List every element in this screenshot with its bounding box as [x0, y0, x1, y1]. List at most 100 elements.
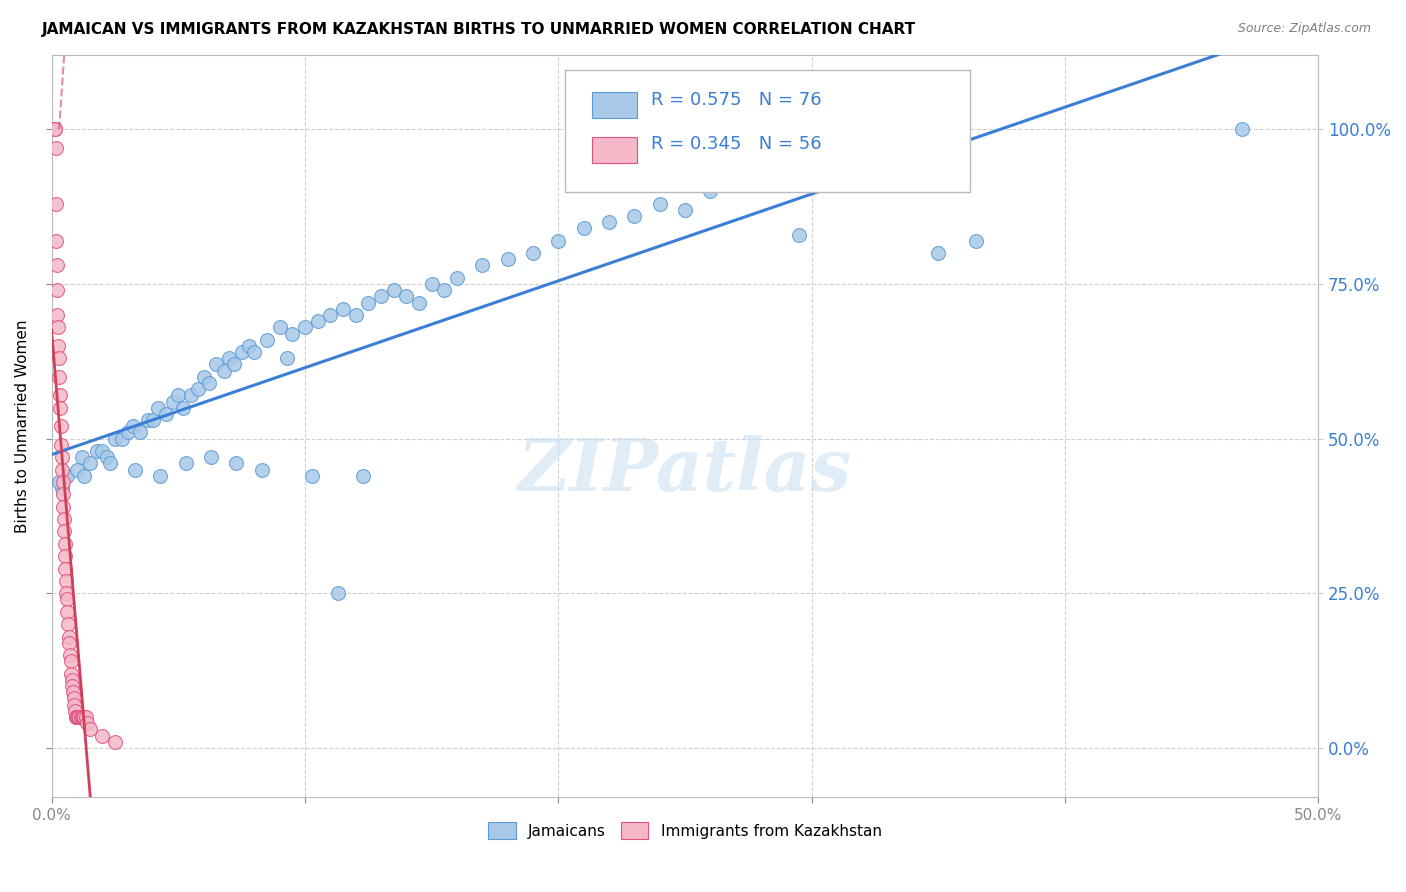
Point: [44, 122, 66, 136]
Point: [167, 388, 190, 402]
Point: [70, 710, 93, 724]
Point: [75, 710, 97, 724]
Point: [59, 654, 82, 668]
Point: [787, 227, 810, 242]
Point: [212, 363, 235, 377]
Point: [58, 636, 80, 650]
Point: [79, 723, 101, 737]
Point: [446, 270, 468, 285]
Point: [52, 487, 75, 501]
Point: [70, 450, 93, 465]
Point: [59, 648, 82, 662]
Point: [51, 462, 73, 476]
Y-axis label: Births to Unmarried Women: Births to Unmarried Women: [15, 319, 30, 533]
Text: ZIPatlas: ZIPatlas: [517, 435, 852, 507]
Point: [927, 246, 949, 260]
Point: [52, 475, 75, 489]
Point: [52, 512, 75, 526]
Legend: Jamaicans, Immigrants from Kazakhstan: Jamaicans, Immigrants from Kazakhstan: [482, 815, 887, 846]
Point: [197, 376, 219, 390]
Point: [49, 419, 72, 434]
Point: [420, 277, 443, 291]
Point: [136, 413, 159, 427]
Point: [53, 537, 76, 551]
Point: [146, 401, 169, 415]
Bar: [592, 92, 637, 119]
Point: [79, 457, 101, 471]
Point: [48, 388, 70, 402]
Point: [218, 351, 240, 366]
Point: [471, 259, 494, 273]
Point: [352, 468, 374, 483]
Point: [129, 425, 152, 440]
Text: Source: ZipAtlas.com: Source: ZipAtlas.com: [1237, 22, 1371, 36]
Point: [256, 333, 278, 347]
Point: [51, 481, 73, 495]
Point: [52, 500, 75, 514]
Point: [121, 419, 143, 434]
Point: [86, 444, 108, 458]
Point: [55, 592, 77, 607]
Point: [45, 141, 67, 155]
Point: [250, 462, 273, 476]
Point: [91, 729, 114, 743]
Text: R = 0.575   N = 76: R = 0.575 N = 76: [651, 91, 821, 109]
Point: [60, 673, 83, 687]
Point: [56, 605, 79, 619]
Point: [51, 450, 73, 465]
Point: [73, 710, 96, 724]
Point: [344, 308, 367, 322]
Point: [55, 586, 77, 600]
Point: [48, 351, 70, 366]
Point: [46, 283, 69, 297]
Point: [62, 685, 84, 699]
Point: [67, 710, 90, 724]
Point: [149, 468, 172, 483]
Point: [96, 450, 118, 465]
Point: [44, 122, 66, 136]
Point: [63, 704, 86, 718]
Point: [45, 234, 67, 248]
Point: [547, 234, 569, 248]
Point: [45, 196, 67, 211]
Point: [45, 259, 67, 273]
Text: R = 0.345   N = 56: R = 0.345 N = 56: [651, 136, 821, 153]
Point: [648, 196, 671, 211]
Point: [225, 457, 247, 471]
Point: [65, 710, 87, 724]
Point: [98, 457, 121, 471]
Point: [724, 178, 747, 192]
Point: [269, 320, 291, 334]
Point: [382, 283, 405, 297]
Point: [174, 457, 197, 471]
Point: [205, 358, 228, 372]
Point: [142, 413, 165, 427]
Point: [193, 369, 215, 384]
Point: [281, 326, 304, 341]
Point: [357, 295, 380, 310]
Point: [1232, 122, 1254, 136]
Point: [155, 407, 177, 421]
Point: [408, 295, 430, 310]
Point: [172, 401, 194, 415]
FancyBboxPatch shape: [565, 70, 970, 193]
Point: [522, 246, 544, 260]
Point: [104, 735, 127, 749]
Point: [55, 574, 77, 588]
Point: [72, 710, 94, 724]
Point: [572, 221, 595, 235]
Point: [231, 345, 253, 359]
Point: [124, 462, 146, 476]
Point: [53, 549, 76, 564]
Point: [67, 710, 90, 724]
Point: [222, 358, 245, 372]
Point: [49, 438, 72, 452]
Point: [319, 308, 342, 322]
Bar: [592, 136, 637, 162]
Point: [48, 475, 70, 489]
Point: [60, 666, 83, 681]
Point: [332, 301, 354, 316]
Point: [69, 710, 91, 724]
Text: JAMAICAN VS IMMIGRANTS FROM KAZAKHSTAN BIRTHS TO UNMARRIED WOMEN CORRELATION CHA: JAMAICAN VS IMMIGRANTS FROM KAZAKHSTAN B…: [42, 22, 917, 37]
Point: [48, 369, 70, 384]
